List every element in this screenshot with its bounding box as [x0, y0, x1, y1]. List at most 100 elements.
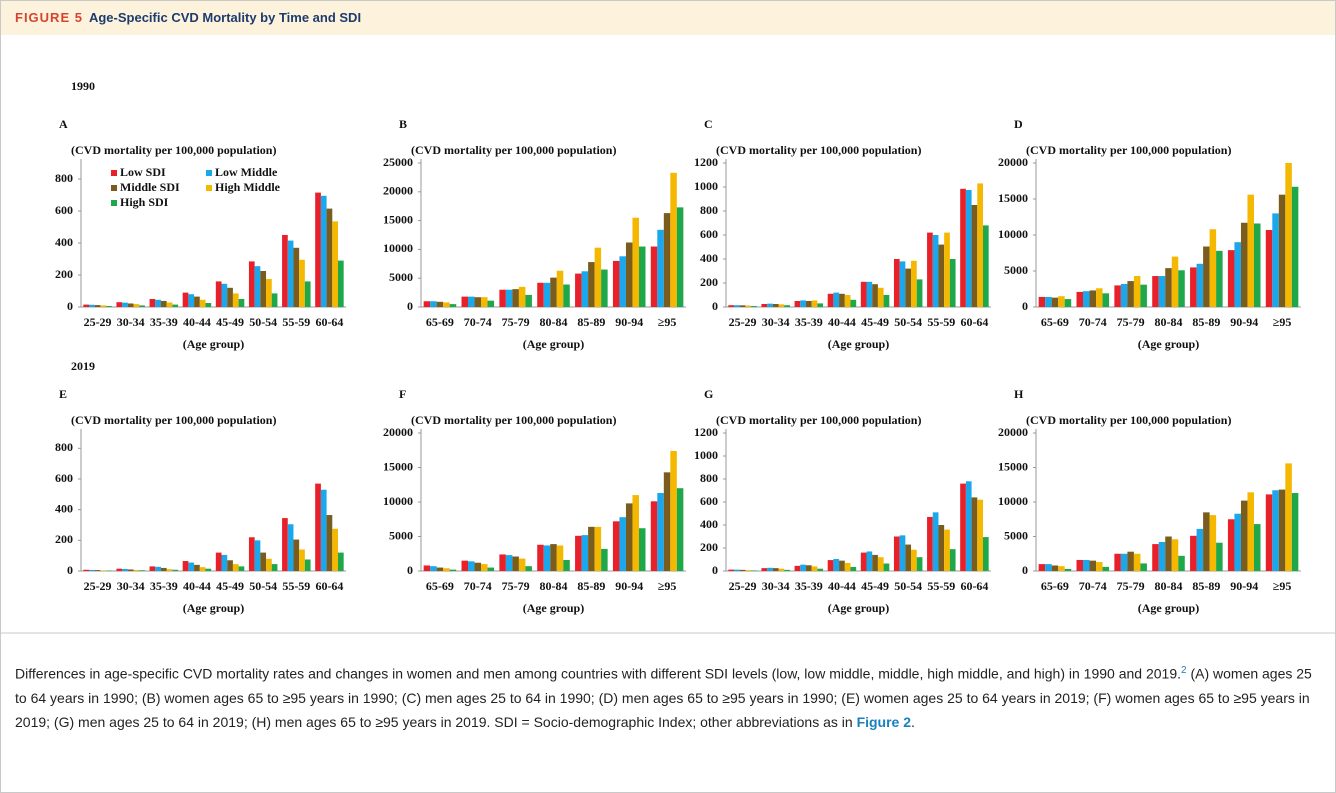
- bar: [927, 516, 933, 571]
- bar: [238, 566, 245, 571]
- bar: [1209, 515, 1217, 571]
- bar: [625, 503, 633, 571]
- x-tick-label: 75-79: [502, 579, 530, 593]
- bar: [127, 569, 134, 571]
- x-tick-label: 45-49: [216, 315, 244, 329]
- bar: [299, 549, 305, 571]
- bar: [315, 192, 321, 307]
- bar: [287, 524, 294, 571]
- bar: [638, 528, 646, 571]
- bar: [499, 554, 506, 571]
- bar: [612, 260, 620, 307]
- legend-swatch: [206, 185, 212, 191]
- bar: [1216, 542, 1223, 571]
- bar: [866, 551, 873, 571]
- bar: [182, 561, 189, 571]
- figure-link[interactable]: Figure 2: [856, 713, 912, 730]
- x-tick-label: 50-54: [894, 579, 922, 593]
- bar: [575, 273, 582, 307]
- x-tick-label: ≥95: [658, 315, 677, 329]
- x-tick-label: 30-34: [117, 579, 145, 593]
- bar: [1247, 194, 1254, 307]
- bar: [1203, 512, 1210, 571]
- bar: [194, 296, 200, 307]
- reference: 2: [1181, 665, 1187, 676]
- panel-letter: G: [704, 387, 713, 401]
- bar: [811, 566, 818, 571]
- bar: [1083, 291, 1090, 307]
- bar: [739, 569, 746, 571]
- bar: [977, 499, 983, 571]
- bar: [1083, 559, 1090, 571]
- bar: [271, 564, 278, 571]
- bar: [1196, 263, 1204, 307]
- bar: [299, 259, 305, 307]
- x-tick-label: 80-84: [1155, 579, 1183, 593]
- bar: [893, 536, 900, 571]
- bar: [512, 556, 519, 571]
- bar: [287, 240, 294, 307]
- bar: [254, 266, 261, 307]
- y-tick-label: 1200: [694, 155, 718, 169]
- y-tick-label: 400: [700, 251, 718, 265]
- bar: [1190, 535, 1197, 571]
- y-tick-label: 15000: [383, 212, 413, 226]
- x-tick-label: 55-59: [927, 315, 955, 329]
- bar: [778, 304, 785, 307]
- bar: [960, 188, 966, 307]
- bar: [977, 183, 983, 307]
- bar: [588, 262, 595, 307]
- bar: [227, 560, 233, 571]
- bar: [1272, 213, 1279, 307]
- bar: [194, 564, 200, 571]
- y-tick-label: 10000: [998, 494, 1028, 508]
- bar: [1038, 296, 1046, 307]
- bar: [594, 247, 602, 307]
- x-tick-label: 90-94: [615, 315, 643, 329]
- bar: [1045, 296, 1052, 307]
- bar: [423, 301, 431, 307]
- bar: [487, 567, 495, 571]
- bar: [949, 549, 956, 571]
- x-axis-title: (Age group): [183, 337, 244, 351]
- y-tick-label: 20000: [383, 184, 413, 198]
- bar: [772, 568, 779, 571]
- bar: [1165, 268, 1172, 307]
- caption-text: .: [911, 713, 915, 730]
- bar: [337, 552, 344, 571]
- y-tick-label: 1000: [694, 179, 718, 193]
- y-tick-label: 800: [55, 440, 73, 454]
- x-axis-title: (Age group): [828, 601, 889, 615]
- bar: [1203, 246, 1210, 307]
- bar: [543, 282, 551, 307]
- bar: [663, 213, 671, 307]
- bar: [182, 292, 189, 307]
- bar: [89, 569, 95, 571]
- bar: [817, 303, 824, 307]
- x-tick-label: 90-94: [1230, 315, 1258, 329]
- bar: [899, 261, 906, 307]
- panel-letter: D: [1014, 117, 1023, 131]
- bar: [449, 304, 457, 307]
- y-tick-label: 20000: [998, 425, 1028, 439]
- bar: [94, 305, 101, 307]
- bar: [581, 535, 589, 571]
- bar: [461, 296, 469, 307]
- legend-label: Low Middle: [215, 165, 278, 179]
- x-tick-label: 70-74: [1079, 579, 1107, 593]
- bar: [122, 569, 128, 571]
- x-tick-label: 85-89: [1192, 315, 1220, 329]
- bar: [271, 293, 278, 307]
- bar: [728, 305, 735, 307]
- bar: [468, 561, 475, 571]
- bar: [499, 289, 506, 307]
- bar: [172, 569, 179, 571]
- x-tick-label: 65-69: [426, 579, 454, 593]
- bar: [149, 299, 156, 307]
- bar: [133, 569, 140, 571]
- bar: [100, 570, 107, 571]
- bar: [866, 281, 873, 307]
- bar: [938, 244, 945, 307]
- x-tick-label: 35-39: [795, 579, 823, 593]
